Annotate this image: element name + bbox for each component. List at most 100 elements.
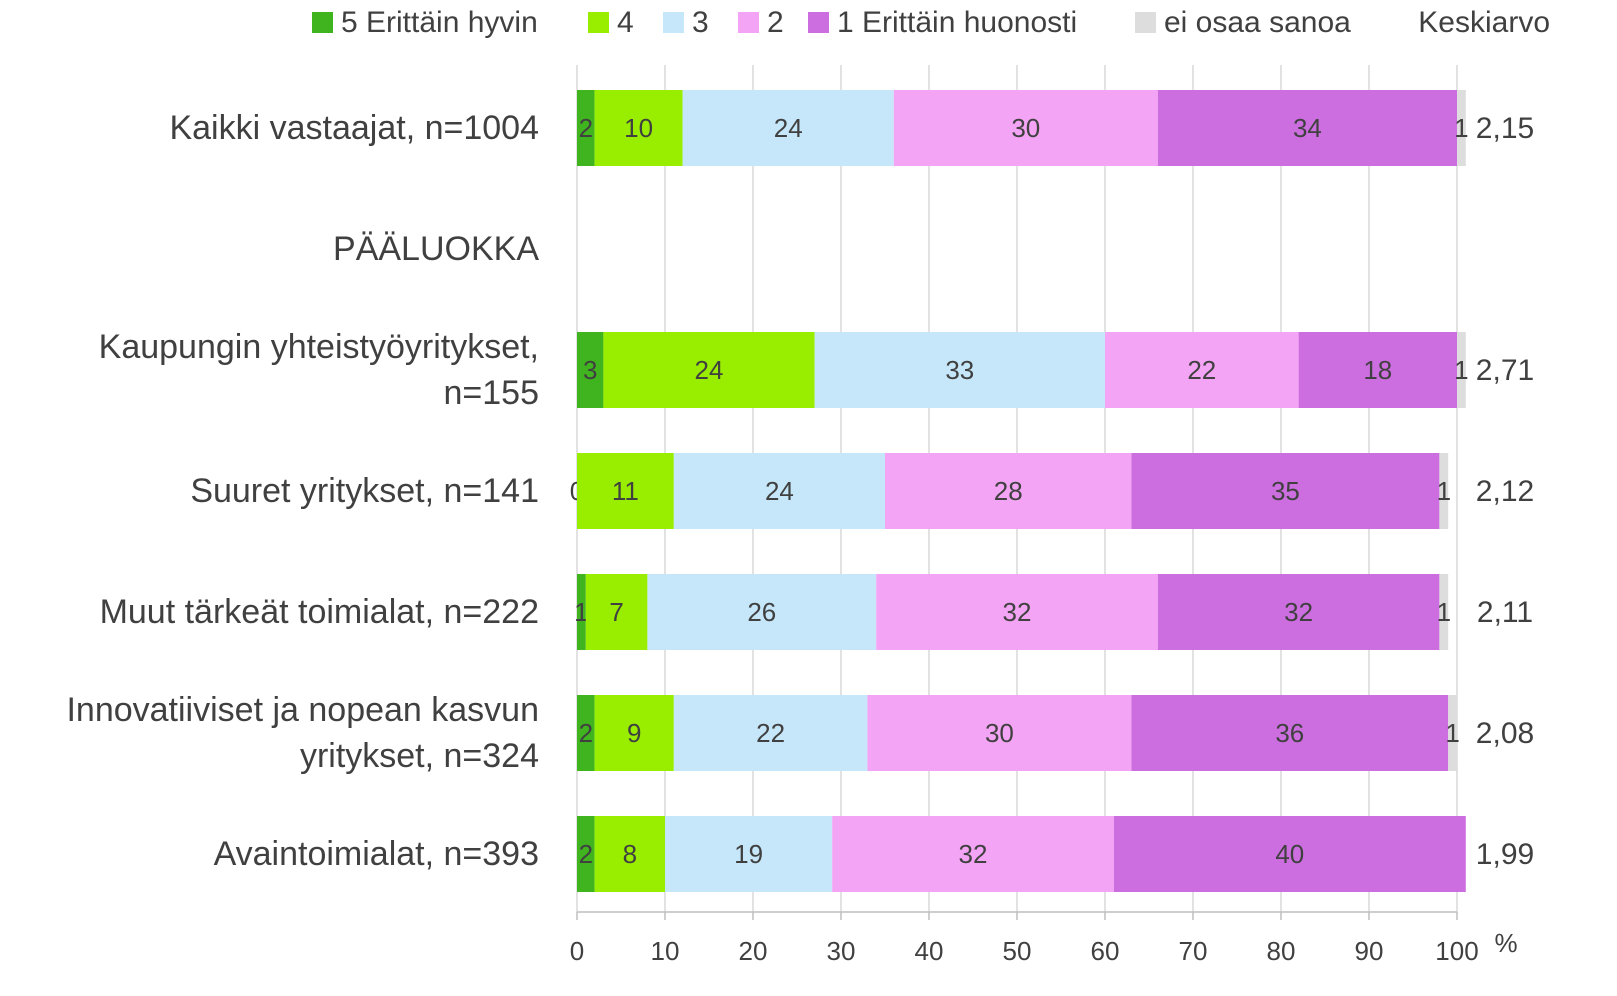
bar-segment [876, 574, 1158, 650]
data-label: 2 [579, 113, 593, 143]
data-label: 36 [1275, 718, 1304, 748]
x-tick-label: 10 [651, 936, 680, 966]
keskiarvo-value: 2,71 [1476, 354, 1534, 387]
bar-segment [1157, 574, 1440, 650]
bar-segment [577, 332, 604, 408]
keskiarvo-value: 2,08 [1476, 717, 1534, 750]
bar-segment [577, 90, 595, 166]
bar-segment [814, 332, 1105, 408]
bar-segment [603, 332, 815, 408]
legend-label: 4 [617, 6, 634, 39]
keskiarvo-value: 2,11 [1477, 596, 1533, 629]
data-label: 11 [612, 476, 639, 506]
category-label: Kaupungin yhteistyöyritykset, n=155 [98, 328, 539, 412]
keskiarvo-value: 2,15 [1476, 112, 1534, 145]
bar-segment [885, 453, 1132, 529]
bar-segment [1113, 816, 1466, 892]
data-label: 40 [1275, 839, 1304, 869]
data-label: 1 [1445, 718, 1459, 748]
data-label: 30 [985, 718, 1014, 748]
data-label: 2 [579, 718, 593, 748]
bar-segment [594, 816, 665, 892]
data-label: 24 [765, 476, 794, 506]
x-tick-label: 90 [1355, 936, 1384, 966]
keskiarvo-value: 2,12 [1476, 475, 1534, 508]
x-tick-label: 20 [739, 936, 768, 966]
bar-segment [1298, 332, 1457, 408]
keskiarvo-title: Keskiarvo [1418, 6, 1550, 39]
data-label: 7 [609, 597, 623, 627]
bar-segment [585, 574, 648, 650]
bar-segment [1448, 695, 1457, 771]
keskiarvo-value: 1,99 [1476, 838, 1534, 871]
legend-swatch [588, 12, 609, 33]
data-label: 22 [1187, 355, 1216, 385]
data-label: 1 [1454, 113, 1468, 143]
bar-segment [1439, 453, 1449, 529]
bar-segment [1439, 574, 1449, 650]
bar-segment [577, 695, 595, 771]
bar-segment [673, 695, 868, 771]
bar-segment [893, 90, 1158, 166]
x-tick-label: 100 [1435, 936, 1478, 966]
category-label: Muut tärkeät toimialat, n=222 [99, 593, 539, 631]
data-label: 1 [574, 597, 588, 627]
legend-swatch [312, 12, 333, 33]
bar-segment [1157, 90, 1457, 166]
bar-segment [832, 816, 1114, 892]
data-label: 33 [945, 355, 974, 385]
data-label: 24 [774, 113, 803, 143]
legend-swatch [808, 12, 829, 33]
data-label: 19 [734, 839, 763, 869]
bar-segment [594, 695, 674, 771]
bar-segment [867, 695, 1132, 771]
legend-label: 1 Erittäin huonosti [837, 6, 1077, 39]
data-label: 9 [627, 718, 641, 748]
data-label: 2 [579, 839, 593, 869]
x-tick-label: 40 [915, 936, 944, 966]
data-label: 26 [747, 597, 776, 627]
data-label: 1 [1437, 597, 1451, 627]
bar-segment [1131, 695, 1449, 771]
data-label: 22 [756, 718, 785, 748]
legend-label: 2 [767, 6, 784, 39]
legend-label: 3 [692, 6, 709, 39]
data-label: 32 [1003, 597, 1032, 627]
data-label: 34 [1293, 113, 1322, 143]
data-label: 10 [624, 113, 653, 143]
bar-segment [682, 90, 894, 166]
bar-segment [577, 816, 595, 892]
bar-segment [577, 453, 674, 529]
x-tick-label: 80 [1267, 936, 1296, 966]
bar-segment [673, 453, 885, 529]
x-tick-label: 30 [827, 936, 856, 966]
bar-segment [1457, 90, 1466, 166]
data-label: 32 [1284, 597, 1313, 627]
data-label: 18 [1363, 355, 1392, 385]
legend-swatch [663, 12, 684, 33]
category-label: PÄÄLUOKKA [333, 230, 539, 268]
data-label: 35 [1271, 476, 1300, 506]
legend-label: 5 Erittäin hyvin [341, 6, 538, 39]
x-axis-label: % [1494, 928, 1517, 958]
x-tick-label: 0 [570, 936, 584, 966]
category-label: Suuret yritykset, n=141 [190, 472, 539, 510]
data-label: 24 [695, 355, 724, 385]
bar-segment [577, 574, 586, 650]
data-label: 28 [994, 476, 1023, 506]
bar-segment [647, 574, 877, 650]
bar-segment [1105, 332, 1299, 408]
category-label: Avaintoimialat, n=393 [213, 835, 539, 873]
data-label: 8 [623, 839, 637, 869]
legend-label: ei osaa sanoa [1164, 6, 1351, 39]
bar-segment [594, 90, 683, 166]
data-label: 32 [959, 839, 988, 869]
legend-swatch [738, 12, 759, 33]
category-label: Innovatiiviset ja nopean kasvun yritykse… [66, 691, 539, 775]
legend-swatch [1135, 12, 1156, 33]
bar-segment [1457, 332, 1466, 408]
x-tick-label: 60 [1091, 936, 1120, 966]
data-label: 1 [1437, 476, 1451, 506]
